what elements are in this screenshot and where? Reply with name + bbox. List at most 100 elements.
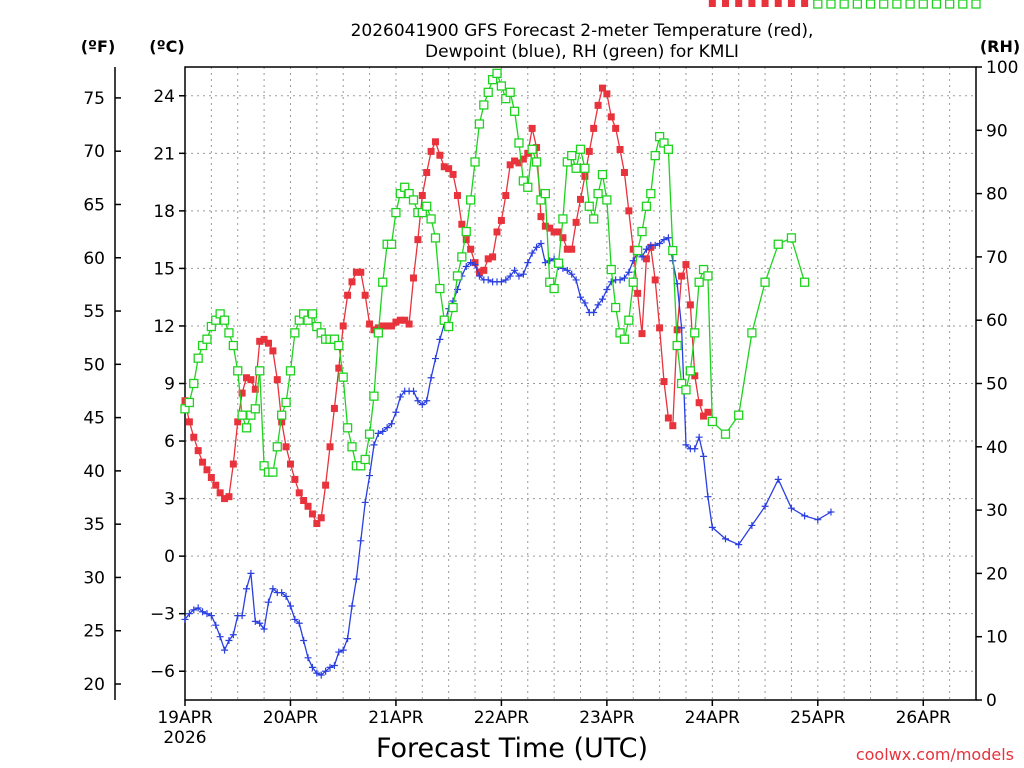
data-point <box>449 170 457 178</box>
data-point <box>480 266 488 274</box>
data-point <box>338 372 348 382</box>
data-point <box>295 619 303 627</box>
data-point <box>650 150 660 161</box>
data-point <box>410 274 418 282</box>
data-point <box>678 324 686 332</box>
data-point <box>678 272 686 280</box>
series-rh <box>180 0 981 477</box>
chart-title-line1: 2026041900 GFS Forecast 2-meter Temperat… <box>351 21 814 41</box>
data-point <box>541 222 549 230</box>
series-line <box>184 236 832 676</box>
data-point <box>668 245 678 256</box>
data-point <box>386 239 397 249</box>
data-point <box>251 617 259 625</box>
data-point <box>568 245 576 253</box>
data-point <box>523 182 533 192</box>
data-point <box>369 391 379 401</box>
data-point <box>761 502 769 510</box>
celsius-unit-label: (ºC) <box>149 37 184 56</box>
data-point <box>290 328 300 338</box>
data-point <box>691 372 699 380</box>
data-point <box>748 521 756 529</box>
data-point <box>418 192 426 200</box>
data-point <box>598 295 606 303</box>
data-point <box>944 0 955 9</box>
data-point <box>234 418 242 426</box>
data-point <box>707 416 717 427</box>
data-point <box>334 340 344 351</box>
data-point <box>352 268 360 276</box>
data-point <box>212 481 220 489</box>
data-point <box>489 253 497 261</box>
data-point <box>734 410 744 420</box>
data-point <box>392 408 400 416</box>
data-point <box>553 258 564 268</box>
data-point <box>194 447 202 455</box>
data-point <box>642 245 650 253</box>
data-point <box>905 0 915 9</box>
data-point <box>470 157 480 167</box>
data-point <box>241 423 252 433</box>
fahrenheit-tick-label: 25 <box>83 622 105 642</box>
data-point <box>216 489 224 497</box>
fahrenheit-tick-label: 70 <box>83 142 105 162</box>
celsius-tick-label: 3 <box>164 490 175 510</box>
data-point <box>720 429 731 439</box>
data-point <box>317 514 325 522</box>
x-tick-label: 22APR <box>474 708 530 728</box>
data-point <box>958 0 968 9</box>
rh-tick-label: 10 <box>986 628 1008 648</box>
data-point <box>484 276 492 284</box>
data-point <box>202 334 212 344</box>
data-point <box>801 512 809 520</box>
data-point <box>616 145 624 153</box>
data-point <box>467 259 475 267</box>
data-point <box>378 277 388 287</box>
data-point <box>708 523 716 531</box>
data-point <box>189 378 199 389</box>
rh-tick-label: 80 <box>986 185 1008 205</box>
data-point <box>748 0 756 7</box>
data-point <box>348 278 356 286</box>
data-point <box>475 272 483 280</box>
data-point <box>865 0 876 9</box>
series-layer <box>180 0 981 679</box>
data-point <box>304 654 312 662</box>
data-point <box>190 606 198 614</box>
data-point <box>598 84 606 92</box>
data-point <box>625 268 633 276</box>
fahrenheit-tick-label: 55 <box>83 302 105 322</box>
data-point <box>602 195 612 205</box>
data-point <box>370 441 378 449</box>
data-point <box>229 631 237 639</box>
data-point <box>546 224 554 232</box>
celsius-tick-label: 9 <box>164 375 175 395</box>
data-point <box>549 283 559 294</box>
data-point <box>669 422 677 430</box>
fahrenheit-tick-label: 65 <box>83 195 105 215</box>
data-point <box>228 340 238 351</box>
data-point <box>282 592 290 600</box>
fahrenheit-tick-label: 20 <box>83 675 105 695</box>
x-tick-label: 23APR <box>579 708 635 728</box>
data-point <box>300 637 308 645</box>
data-point <box>373 328 384 338</box>
data-point <box>190 433 198 441</box>
data-point <box>827 508 835 516</box>
data-point <box>313 520 321 528</box>
data-point <box>577 195 584 203</box>
data-point <box>628 277 638 287</box>
data-point <box>813 0 823 9</box>
data-point <box>255 366 265 376</box>
data-point <box>774 0 782 7</box>
data-point <box>663 144 674 154</box>
data-point <box>247 569 255 577</box>
data-point <box>307 309 318 319</box>
data-point <box>722 535 730 543</box>
data-point <box>607 113 615 121</box>
data-point <box>505 87 515 97</box>
celsius-tick-label: 24 <box>153 87 175 107</box>
data-point <box>361 498 369 506</box>
data-point <box>575 144 586 154</box>
data-point <box>452 271 463 281</box>
